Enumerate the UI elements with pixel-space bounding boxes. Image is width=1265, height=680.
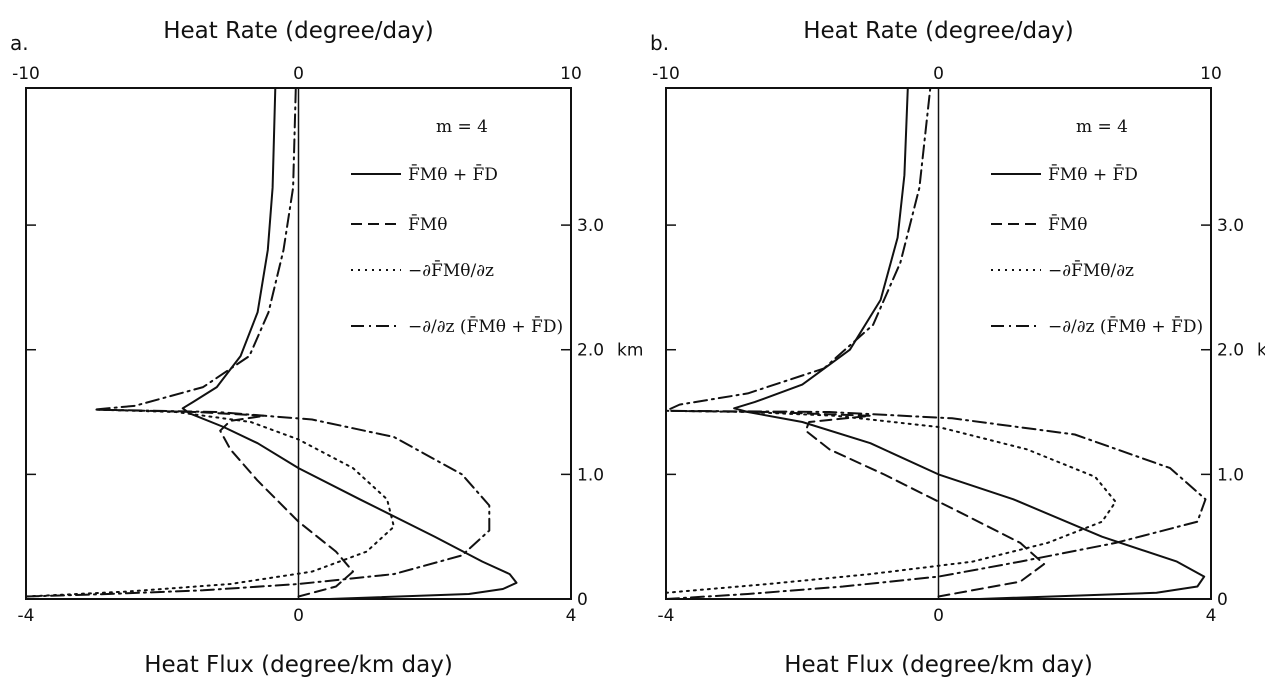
legend-label-dashdot: −∂/∂z (F̄Mθ + F̄D) (408, 315, 563, 337)
right-tick-label: 2.0 (1217, 341, 1244, 361)
legend-label-dotted: −∂F̄Mθ/∂z (1048, 259, 1134, 281)
annotation-m: m = 4 (1076, 117, 1128, 137)
curve-solid (733, 87, 1206, 600)
panel-label: a. (10, 31, 29, 55)
bottom-tick-label: 4 (1206, 606, 1217, 626)
top-axis-title: Heat Rate (degree/day) (803, 18, 1074, 44)
right-axis-unit: km (617, 341, 643, 361)
bottom-axis-title: Heat Flux (degree/km day) (144, 652, 453, 678)
panel-label: b. (650, 31, 669, 55)
right-axis-unit: km (1257, 341, 1265, 361)
legend: F̄Mθ + F̄D F̄Mθ −∂F̄Mθ/∂z −∂/∂z (F̄Mθ + F̄D… (351, 163, 563, 337)
right-tick-label: 0 (1217, 590, 1228, 610)
curve-dashdot (25, 87, 491, 598)
top-tick-label: 0 (933, 64, 944, 84)
legend: F̄Mθ + F̄D F̄Mθ −∂F̄Mθ/∂z −∂/∂z (F̄Mθ + F̄D… (991, 163, 1203, 337)
curve-dashed (93, 408, 354, 598)
annotation-m: m = 4 (436, 117, 488, 137)
bottom-tick-label: -4 (18, 606, 35, 626)
legend-label-dashdot: −∂/∂z (F̄Mθ + F̄D) (1048, 315, 1203, 337)
legend-label-dashed: F̄Mθ (1048, 213, 1087, 235)
bottom-axis-title: Heat Flux (degree/km day) (784, 652, 1093, 678)
bottom-tick-label: -4 (658, 606, 675, 626)
bottom-tick-label: 4 (566, 606, 577, 626)
legend-label-solid: F̄Mθ + F̄D (1048, 163, 1138, 185)
curve-solid (181, 87, 518, 600)
right-tick-label: 3.0 (577, 216, 604, 236)
top-tick-label: -10 (12, 64, 40, 84)
top-tick-label: 10 (1200, 64, 1222, 84)
bottom-tick-label: 0 (933, 606, 944, 626)
right-tick-label: 1.0 (577, 465, 604, 485)
right-tick-label: 1.0 (1217, 465, 1244, 485)
top-axis-title: Heat Rate (degree/day) (163, 18, 434, 44)
right-tick-label: 2.0 (577, 341, 604, 361)
curve-dotted (665, 409, 1117, 594)
bottom-tick-label: 0 (293, 606, 304, 626)
curve-dashdot (665, 87, 1207, 600)
curve-dashed (665, 409, 1046, 598)
curve-dotted (25, 408, 395, 598)
right-tick-label: 0 (577, 590, 588, 610)
right-tick-label: 3.0 (1217, 216, 1244, 236)
top-tick-label: -10 (652, 64, 680, 84)
legend-label-solid: F̄Mθ + F̄D (408, 163, 498, 185)
top-tick-label: 10 (560, 64, 582, 84)
legend-label-dotted: −∂F̄Mθ/∂z (408, 259, 494, 281)
legend-label-dashed: F̄Mθ (408, 213, 447, 235)
top-tick-label: 0 (293, 64, 304, 84)
